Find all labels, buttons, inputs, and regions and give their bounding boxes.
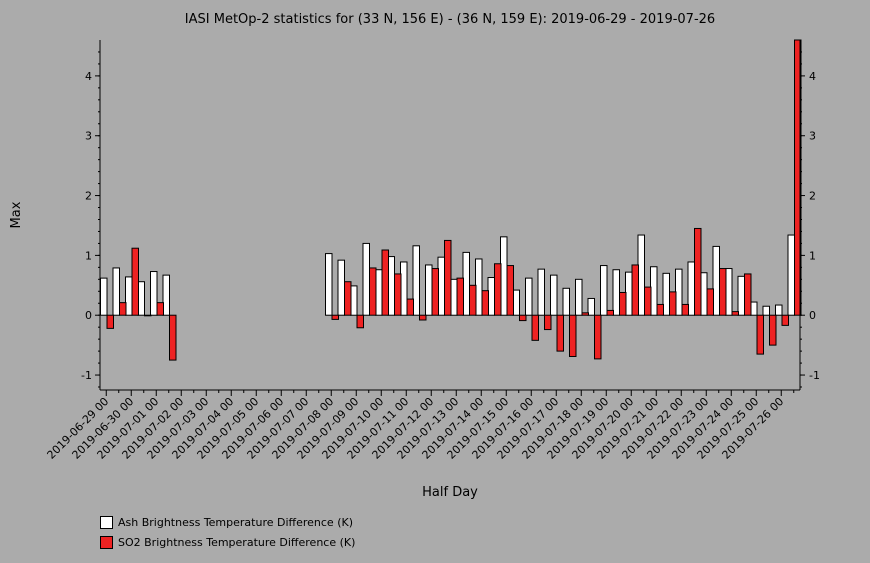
so2-bar xyxy=(469,284,477,316)
so2-bar xyxy=(169,314,177,361)
so2-bar xyxy=(644,286,652,316)
ash-bar xyxy=(612,269,620,316)
ash-bar xyxy=(337,259,345,316)
ash-bar xyxy=(537,268,545,316)
ash-bar xyxy=(162,274,170,316)
so2-bar xyxy=(669,291,677,316)
y-tick-label: 0 xyxy=(809,309,816,322)
ash-bar xyxy=(762,305,770,316)
y-tick-label: 4 xyxy=(85,70,92,83)
so2-bar xyxy=(619,291,627,316)
ash-bar xyxy=(325,253,333,316)
so2-bar xyxy=(656,303,664,316)
ash-bar xyxy=(362,242,370,316)
ash-bar xyxy=(112,267,120,316)
legend-swatch-ash xyxy=(100,515,113,529)
so2-bar xyxy=(519,314,527,322)
ash-bar xyxy=(550,274,558,316)
so2-bar xyxy=(769,314,777,346)
chart-title: IASI MetOp-2 statistics for (33 N, 156 E… xyxy=(185,12,715,27)
ash-bar xyxy=(150,271,158,316)
ash-bar xyxy=(787,234,795,316)
so2-bar xyxy=(794,39,802,316)
y-tick-label: 2 xyxy=(85,190,92,203)
so2-bar xyxy=(556,314,564,352)
bars-group xyxy=(100,39,802,361)
legend-item-so2: SO2 Brightness Temperature Difference (K… xyxy=(100,532,355,552)
so2-bar xyxy=(331,314,339,320)
so2-bar xyxy=(106,314,114,329)
ash-bar xyxy=(600,265,608,316)
so2-bar xyxy=(594,314,602,360)
x-axis-title: Half Day xyxy=(422,485,478,500)
so2-bar xyxy=(719,268,727,316)
y-tick-label: 2 xyxy=(809,190,816,203)
y-tick-label: 3 xyxy=(85,130,92,143)
so2-bar xyxy=(744,273,752,316)
so2-bar xyxy=(731,311,739,316)
so2-bar xyxy=(494,263,502,316)
so2-bar xyxy=(406,298,414,316)
so2-bar xyxy=(456,277,464,316)
so2-bar xyxy=(481,290,489,316)
so2-bar xyxy=(681,303,689,316)
so2-bar xyxy=(606,309,614,316)
so2-bar xyxy=(506,265,514,316)
so2-bar xyxy=(356,314,364,329)
legend-label-so2: SO2 Brightness Temperature Difference (K… xyxy=(118,535,356,549)
so2-bar xyxy=(144,314,152,317)
so2-bar xyxy=(119,302,127,316)
legend-swatch-so2 xyxy=(100,535,113,549)
y-tick-label: 0 xyxy=(85,309,92,322)
y-tick-label: 4 xyxy=(809,70,816,83)
ash-bar xyxy=(587,297,595,316)
so2-bar xyxy=(544,314,552,331)
so2-bar xyxy=(131,247,139,316)
so2-bar xyxy=(369,267,377,316)
so2-bar xyxy=(344,281,352,316)
so2-bar xyxy=(394,273,402,316)
y-tick-label: 3 xyxy=(809,130,816,143)
ash-bar xyxy=(775,304,783,316)
so2-bar xyxy=(431,268,439,316)
so2-bar xyxy=(419,314,427,321)
legend-item-ash: Ash Brightness Temperature Difference (K… xyxy=(100,512,355,532)
y-tick-label: -1 xyxy=(81,369,92,382)
ash-bar xyxy=(100,277,108,316)
ash-bar xyxy=(412,245,420,316)
so2-bar xyxy=(569,314,577,357)
so2-bar xyxy=(631,264,639,316)
ash-bar xyxy=(562,287,570,316)
so2-bar xyxy=(531,314,539,341)
so2-bar xyxy=(156,302,164,316)
so2-bar xyxy=(581,312,589,316)
legend-label-ash: Ash Brightness Temperature Difference (K… xyxy=(118,515,353,529)
so2-bar xyxy=(381,249,389,316)
ash-bar xyxy=(425,264,433,316)
y-tick-label: 1 xyxy=(85,249,92,262)
ash-bar xyxy=(575,278,583,316)
legend: Ash Brightness Temperature Difference (K… xyxy=(100,512,355,552)
so2-bar xyxy=(756,314,764,355)
so2-bar xyxy=(694,227,702,316)
y-tick-label: -1 xyxy=(809,369,820,382)
so2-bar xyxy=(444,239,452,316)
so2-bar xyxy=(781,314,789,326)
y-axis-title: Max xyxy=(9,201,24,228)
y-tick-label: 1 xyxy=(809,249,816,262)
ash-bar xyxy=(737,275,745,316)
ash-bar xyxy=(525,277,533,316)
so2-bar xyxy=(706,288,714,316)
